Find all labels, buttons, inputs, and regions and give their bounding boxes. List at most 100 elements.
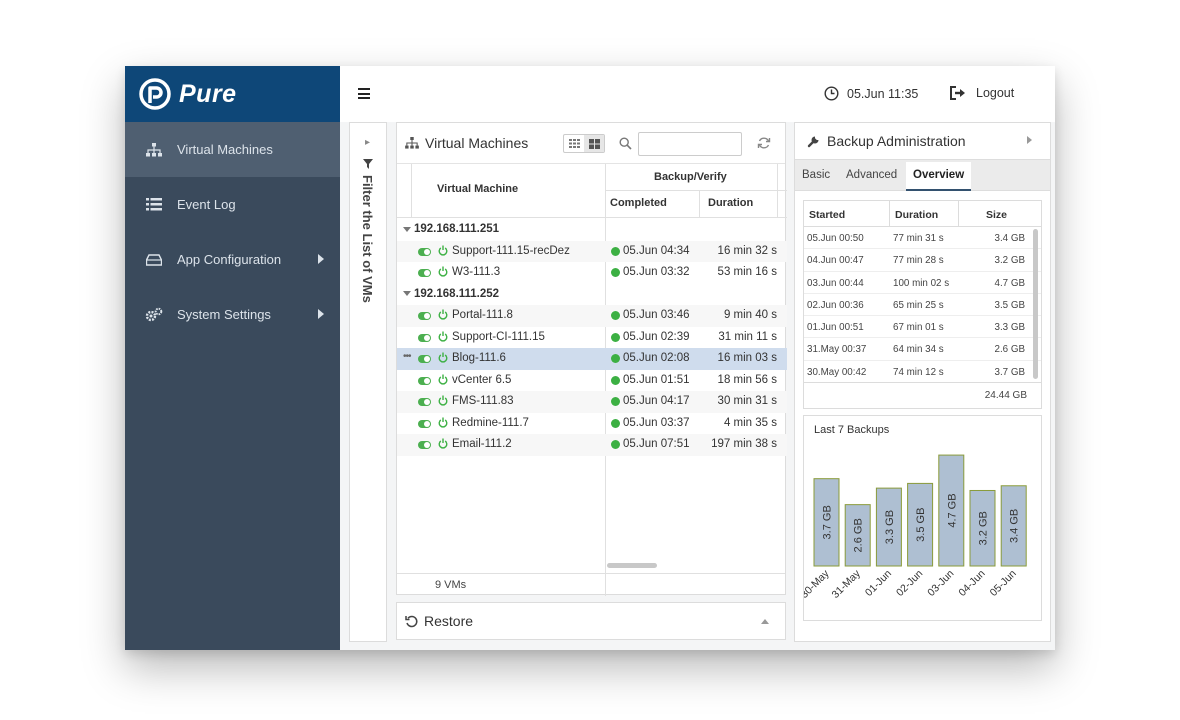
vertical-scrollbar[interactable] (1033, 229, 1038, 379)
size-value: 3.5 GB (994, 299, 1026, 311)
column-started[interactable]: Started (809, 209, 846, 221)
chart-tick-label: 30-May (804, 567, 832, 601)
chart-bar-04-Jun[interactable] (969, 489, 996, 567)
backup-panel-title: Backup Administration (827, 133, 966, 149)
completed-time: 05.Jun 03:32 (623, 266, 690, 278)
chart-bar-01-Jun[interactable] (875, 487, 902, 567)
top-bar: 05.Jun 11:35 Logout (340, 66, 1055, 122)
enabled-toggle[interactable] (418, 355, 431, 363)
table-row[interactable]: W3-111.3 05.Jun 03:32 53 min 16 s (397, 262, 787, 284)
table-row[interactable]: 02.Jun 00:36 65 min 25 s 3.5 GB (804, 294, 1041, 317)
power-icon (438, 438, 448, 452)
column-completed[interactable]: Completed (610, 197, 667, 209)
chart-bar-30-May[interactable] (813, 478, 840, 567)
table-row[interactable]: 03.Jun 00:44 100 min 02 s 4.7 GB (804, 272, 1041, 294)
sidebar-item-app-configuration[interactable]: App Configuration (125, 232, 340, 287)
check-circle-icon (611, 440, 620, 449)
enabled-toggle[interactable] (418, 376, 431, 385)
enabled-toggle[interactable] (418, 398, 431, 406)
grid-large-view-button[interactable] (584, 135, 604, 152)
size-value: 3.7 GB (994, 366, 1026, 378)
chart-bar-31-May[interactable] (844, 504, 871, 567)
duration-value: 77 min 28 s (893, 255, 944, 267)
backup-tabs: Basic Advanced Overview (795, 159, 1050, 191)
table-row[interactable]: Portal-111.8 05.Jun 03:46 9 min 40 s (397, 305, 787, 327)
sidebar-item-system-settings[interactable]: System Settings (125, 287, 340, 342)
table-row[interactable]: vCenter 6.5 05.Jun 01:51 18 min 56 s (397, 370, 787, 392)
logo[interactable]: Pure (125, 66, 340, 122)
table-row[interactable]: Support-CI-111.15 05.Jun 02:39 31 min 11… (397, 327, 787, 349)
sidebar-item-label: Virtual Machines (177, 142, 273, 157)
refresh-icon[interactable] (757, 136, 771, 155)
logout-button[interactable]: Logout (950, 86, 1014, 100)
filter-icon (362, 159, 373, 169)
chart-bar-03-Jun[interactable] (938, 454, 965, 567)
table-row[interactable]: 31.May 00:37 64 min 34 s 2.6 GB (804, 338, 1041, 361)
duration-value: 30 min 31 s (717, 395, 777, 407)
vm-name: Redmine-111.7 (452, 416, 529, 429)
table-row[interactable]: Redmine-111.7 05.Jun 03:37 4 min 35 s (397, 413, 787, 435)
caret-down-icon (403, 291, 411, 296)
started-value: 31.May 00:37 (807, 344, 867, 356)
column-size[interactable]: Size (986, 209, 1008, 221)
started-value: 05.Jun 00:50 (807, 233, 864, 244)
enabled-toggle[interactable] (418, 419, 431, 428)
table-row[interactable]: FMS-111.83 05.Jun 04:17 30 min 31 s (397, 391, 787, 413)
host-group[interactable]: 192.168.111.251 (403, 223, 499, 235)
filter-toggle[interactable]: Filter the List of VMs (360, 159, 375, 303)
more-options-icon[interactable]: ••• (403, 351, 411, 362)
hamburger-menu-icon[interactable] (358, 88, 370, 99)
duration-value: 77 min 31 s (893, 233, 944, 244)
host-row-1[interactable]: 192.168.111.251 (397, 219, 787, 241)
tab-overview[interactable]: Overview (906, 162, 972, 191)
column-virtual-machine[interactable]: Virtual Machine (437, 183, 519, 195)
chevron-right-icon[interactable]: ▸ (365, 137, 371, 148)
table-row[interactable]: 01.Jun 00:51 67 min 01 s 3.3 GB (804, 316, 1041, 339)
table-row[interactable]: 30.May 00:42 74 min 12 s 3.7 GB (804, 361, 1041, 384)
table-row[interactable]: 04.Jun 00:47 77 min 28 s 3.2 GB (804, 249, 1041, 272)
tab-basic[interactable]: Basic (802, 169, 831, 181)
chart-bar-02-Jun[interactable] (907, 482, 934, 567)
enabled-toggle[interactable] (418, 441, 431, 449)
check-circle-icon (611, 354, 620, 363)
power-icon (438, 266, 448, 280)
chevron-up-icon[interactable] (761, 619, 769, 624)
enabled-toggle[interactable] (418, 269, 431, 277)
enabled-toggle[interactable] (418, 247, 431, 256)
host-group[interactable]: 192.168.111.252 (403, 288, 499, 300)
vm-search-input[interactable] (638, 132, 742, 156)
column-duration[interactable]: Duration (895, 209, 939, 221)
vm-name: Blog-111.6 (452, 352, 506, 364)
clock-display: 05.Jun 11:35 (824, 86, 918, 101)
vm-name: Portal-111.8 (452, 309, 513, 321)
check-circle-icon (611, 332, 620, 342)
table-row[interactable]: Support-111.15-recDez 05.Jun 04:34 16 mi… (397, 240, 787, 262)
vm-name: W3-111.3 (452, 266, 501, 278)
column-duration[interactable]: Duration (708, 197, 754, 209)
chart-bar-05-Jun[interactable] (1000, 485, 1027, 567)
power-icon (438, 309, 448, 323)
restore-panel[interactable]: Restore (396, 602, 786, 640)
status-dot-icon (611, 375, 620, 385)
table-row-selected[interactable]: ••• Blog-111.6 05.Jun 02:08 16 min 03 s (397, 348, 787, 370)
enabled-toggle[interactable] (418, 333, 431, 342)
duration-value: 18 min 56 s (717, 373, 777, 386)
sidebar-item-virtual-machines[interactable]: Virtual Machines (125, 122, 340, 177)
enabled-toggle[interactable] (418, 312, 431, 320)
duration-value: 197 min 38 s (711, 438, 777, 450)
vm-name: Email-111.2 (452, 438, 512, 450)
table-row[interactable]: 05.Jun 00:50 77 min 31 s 3.4 GB (804, 227, 1041, 250)
duration-value: 100 min 02 s (893, 277, 950, 289)
table-row[interactable]: Email-111.2 05.Jun 07:51 197 min 38 s (397, 434, 787, 456)
chevron-right-icon[interactable] (1027, 136, 1032, 144)
power-icon (438, 374, 448, 388)
sidebar-item-event-log[interactable]: Event Log (125, 177, 340, 232)
horizontal-scrollbar[interactable] (607, 563, 657, 568)
filter-panel[interactable]: ▸ Filter the List of VMs (349, 122, 387, 642)
size-value: 3.2 GB (994, 255, 1026, 267)
host-row-2[interactable]: 192.168.111.252 (397, 284, 787, 306)
tab-advanced[interactable]: Advanced (846, 169, 898, 181)
logo-text: Pure (179, 79, 237, 108)
backup-table-header: Started Duration Size (804, 201, 1041, 227)
grid-small-view-button[interactable] (564, 135, 584, 152)
